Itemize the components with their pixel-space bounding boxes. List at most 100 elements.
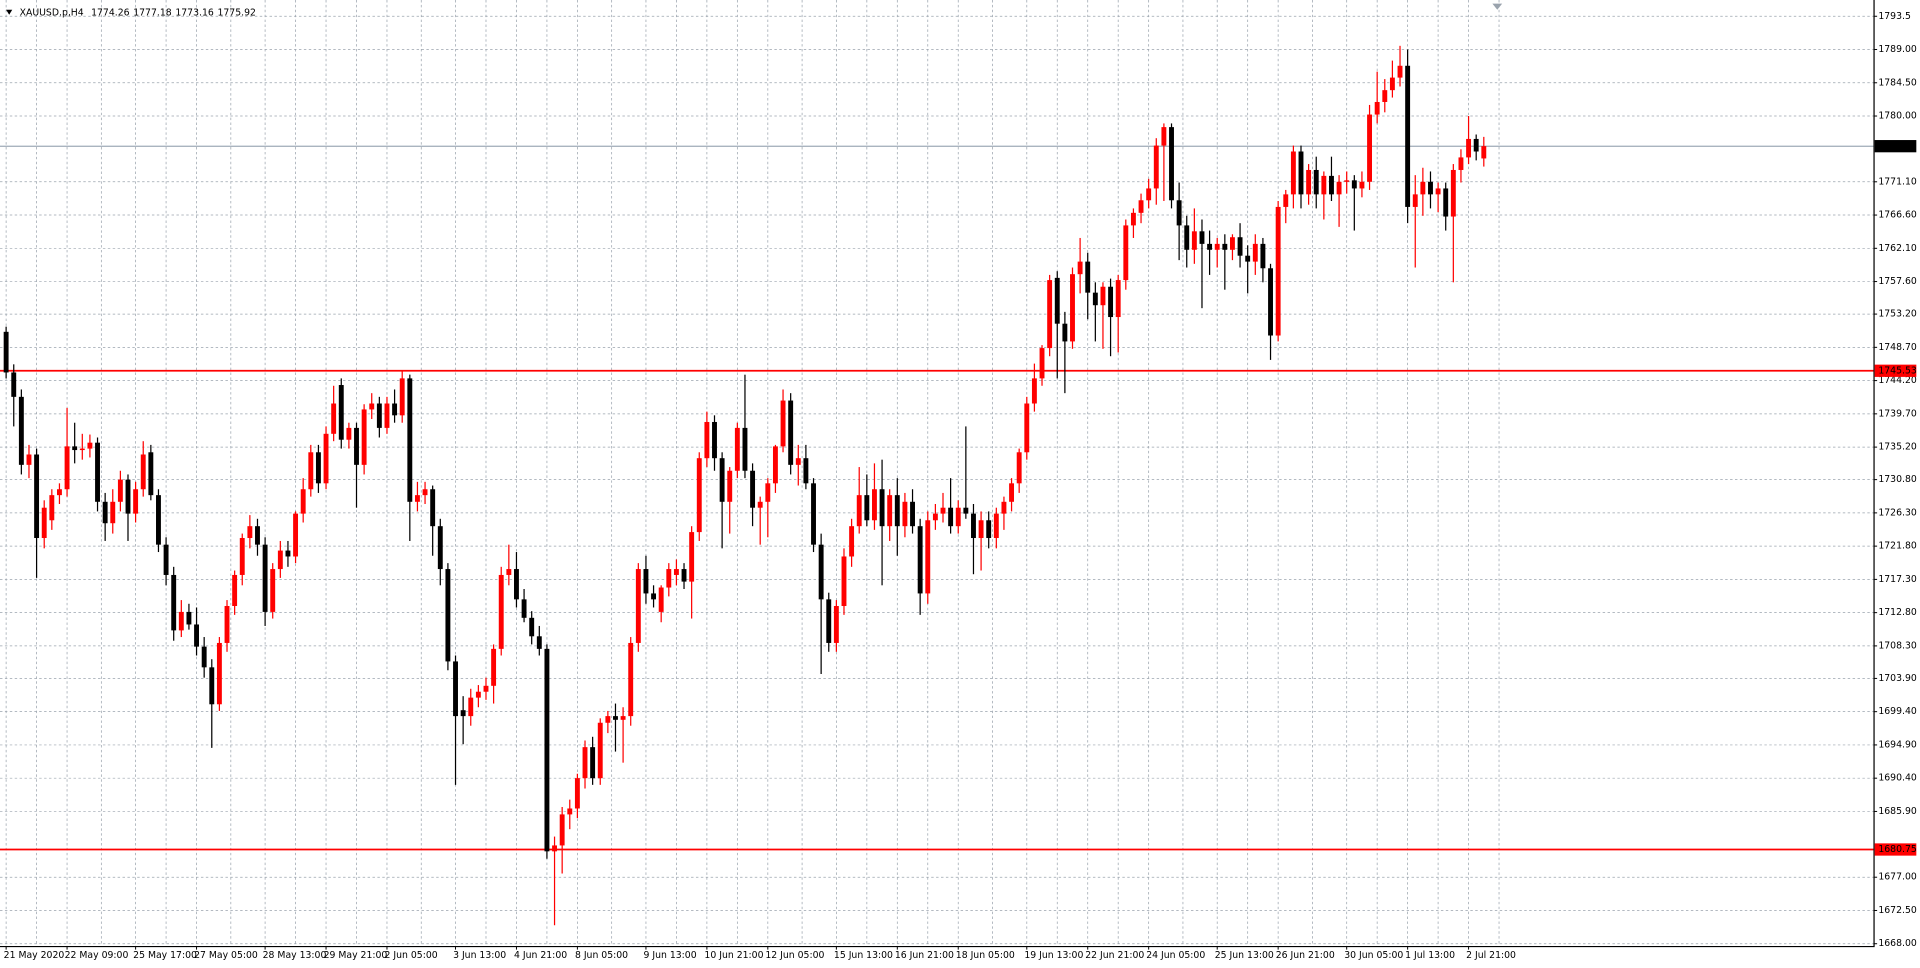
y-tick-label: 1748.70 [1878,342,1917,353]
candle-body [811,483,816,545]
candle-body [1450,169,1456,217]
x-tick-label: 22 May 09:00 [65,950,129,961]
y-tick-label: 1739.70 [1878,408,1917,419]
candle-body [1481,146,1487,159]
candle-body [1405,65,1411,207]
candle-body [818,544,824,600]
candle-body [704,421,710,459]
candle-body [605,716,611,723]
candle-body [1435,188,1441,195]
candle-body [1214,243,1220,250]
shift-marker [1492,3,1503,10]
candle-body [1115,280,1121,318]
candle-body [1268,268,1273,336]
candle-body [955,507,961,527]
y-tick-label: 1730.80 [1878,474,1917,485]
candle-body [993,513,999,539]
candle-body [384,403,390,428]
candle-body [201,646,207,668]
candle-body [102,501,108,524]
candle-body [1001,501,1007,514]
y-tick-label: 1690.40 [1878,773,1917,784]
candle-body [72,446,78,451]
candle-body [635,569,641,643]
candle-body [346,427,352,440]
candle-body [26,454,32,465]
candle-body [285,550,291,557]
x-tick-label: 25 Jun 13:00 [1215,950,1274,961]
candle-body [910,501,915,527]
candle-body [651,593,657,600]
candle-body [1169,127,1174,201]
candle-body [110,501,116,524]
candle-body [514,569,519,600]
candle-body [361,409,367,465]
candle-body [3,331,9,373]
candle-body [11,372,17,397]
candle-body [376,403,382,428]
candle-body [643,569,649,594]
candle-body [1473,138,1479,152]
candle-body [117,479,123,502]
candle-body [803,458,809,484]
y-tick-label: 1789.00 [1878,44,1917,55]
x-tick-label: 24 Jun 05:00 [1146,950,1205,961]
candle-body [1298,151,1304,195]
candle-body [872,489,877,521]
axis-layer: 1793.5 1789.00 1784.50 1780.00 1771.10 1766.6… [4,11,1917,961]
candle-body [1229,237,1235,250]
y-tick-label: 1753.20 [1878,309,1917,320]
y-tick-label: 1744.20 [1878,375,1917,386]
candle-body [963,507,969,514]
candle-body [95,442,100,502]
candle-body [1283,194,1289,207]
candle-body [757,501,763,508]
candle-body [1321,175,1327,195]
x-tick-label: 1 Jul 13:00 [1405,950,1455,961]
candle-body [552,845,557,852]
y-tick-label: 1668.00 [1878,938,1917,949]
symbol: XAUUSD.p,H4 [20,7,84,18]
symbol-header: XAUUSD.p,H4 1774.26 1777.18 1773.16 1775.92 [20,7,256,18]
candle-body [34,454,40,539]
y-tick-label: 1717.30 [1878,574,1917,585]
candle-body [719,458,725,502]
candle-body [64,446,70,490]
level-layer [0,145,1874,851]
x-tick-label: 19 Jun 13:00 [1024,950,1083,961]
candle-body [902,501,908,527]
candle-body [590,747,596,779]
candle-body [468,697,474,717]
menu-icon [6,9,13,15]
candle-body [658,587,664,612]
candle-body [491,648,497,686]
candle-body [1397,65,1403,78]
price-label: 1775.92 [1878,141,1916,152]
candle-body [392,403,398,416]
candle-body [194,624,199,647]
candle-body [1443,188,1449,217]
x-tick-label: 16 Jun 21:00 [895,950,954,961]
candle-body [894,495,900,527]
candle-body [521,599,527,618]
y-tick-label: 1735.20 [1878,442,1917,453]
candle-body [978,520,984,539]
candle-body [1161,127,1167,146]
candle-body [1420,181,1426,195]
candle-body [308,452,314,490]
candle-body [1130,212,1136,226]
candle-body [475,691,481,698]
candle-body [1336,181,1342,195]
candle-body [628,642,634,717]
candle-body [300,489,306,514]
candle-body [1100,286,1106,306]
candle-body [133,489,139,514]
header-close: 1775.92 [217,7,255,18]
candle-body [56,489,62,496]
candle-body [18,396,24,465]
y-tick-label: 1762.10 [1878,243,1917,254]
candle-body [841,556,847,606]
candle-body [772,446,778,484]
candle-body [1313,169,1319,195]
